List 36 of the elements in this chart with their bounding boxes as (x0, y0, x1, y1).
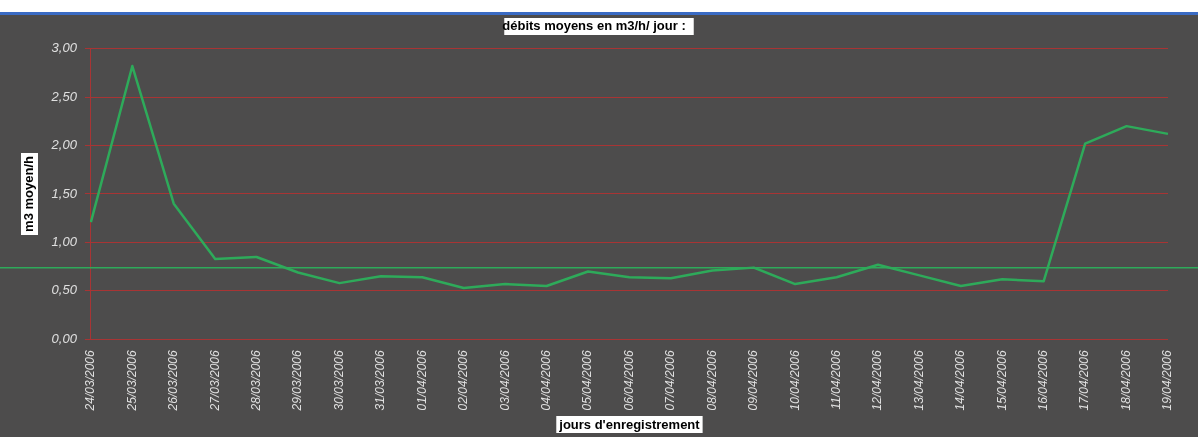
x-tick-label: 30/03/2006 (331, 350, 346, 411)
x-tick-label: 07/04/2006 (663, 350, 678, 411)
x-tick-label: 25/03/2006 (124, 350, 139, 412)
x-tick-label: 24/03/2006 (83, 350, 98, 412)
x-axis-title: jours d'enregistrement (558, 416, 701, 432)
y-tick-label: 1,50 (51, 185, 78, 201)
x-tick-label: 29/03/2006 (290, 350, 305, 412)
x-tick-label: 12/04/2006 (870, 350, 885, 411)
x-tick-label: 10/04/2006 (787, 350, 802, 411)
x-tick-label: 16/04/2006 (1036, 350, 1051, 411)
y-tick-label: 2,00 (50, 137, 78, 153)
x-tick-label: 28/03/2006 (248, 350, 263, 412)
y-tick-label: 0,50 (51, 282, 78, 298)
x-tick-label: 26/03/2006 (166, 350, 181, 412)
y-axis-title: m3 moyen/h (21, 155, 37, 232)
x-tick-label: 14/04/2006 (953, 350, 968, 411)
y-tick-label: 3,00 (51, 40, 78, 56)
x-tick-label: 01/04/2006 (414, 350, 429, 411)
y-tick-label: 1,00 (51, 234, 78, 250)
x-tick-label: 17/04/2006 (1077, 350, 1092, 411)
x-tick-label: 02/04/2006 (456, 350, 471, 411)
x-tick-label: 09/04/2006 (746, 350, 761, 411)
x-tick-label: 19/04/2006 (1160, 350, 1175, 411)
x-tick-label: 18/04/2006 (1118, 350, 1133, 411)
x-tick-label: 13/04/2006 (911, 350, 926, 411)
x-tick-label: 31/03/2006 (373, 350, 388, 411)
x-tick-label: 05/04/2006 (580, 350, 595, 411)
x-tick-label: 08/04/2006 (704, 350, 719, 411)
x-tick-label: 27/03/2006 (207, 350, 222, 412)
x-tick-label: 06/04/2006 (621, 350, 636, 411)
x-tick-label: 11/04/2006 (828, 350, 843, 410)
x-tick-label: 04/04/2006 (538, 350, 553, 411)
x-tick-label: 03/04/2006 (497, 350, 512, 411)
x-tick-label: 15/04/2006 (994, 350, 1009, 411)
y-tick-label: 2,50 (50, 88, 78, 104)
y-tick-label: 0,00 (51, 330, 78, 346)
